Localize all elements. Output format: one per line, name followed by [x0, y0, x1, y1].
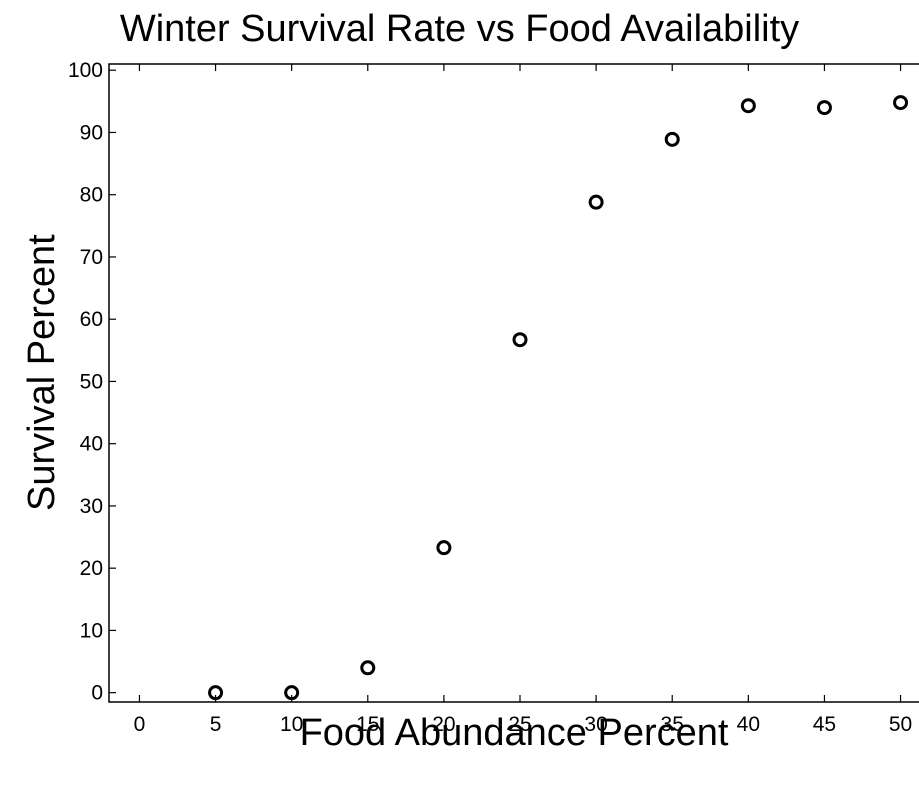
y-tick-label: 60 [80, 308, 103, 331]
y-tick-label: 80 [80, 184, 103, 207]
y-tick-label: 50 [80, 370, 103, 393]
y-tick-label: 30 [80, 495, 103, 518]
x-tick-label: 50 [889, 713, 912, 736]
data-point [208, 685, 224, 701]
data-point [740, 98, 756, 114]
x-tick-label: 30 [584, 713, 607, 736]
data-point [664, 131, 680, 147]
chart-title: Winter Survival Rate vs Food Availabilit… [119, 8, 800, 50]
data-point [436, 540, 452, 556]
y-tick-label: 20 [80, 557, 103, 580]
data-point [893, 95, 909, 111]
x-axis-label: Food Abundance Percent [299, 712, 729, 754]
axes-frame [108, 63, 919, 703]
x-tick-label: 35 [661, 713, 684, 736]
x-tick-label: 10 [280, 713, 303, 736]
data-point [284, 685, 300, 701]
x-tick-label: 5 [210, 713, 222, 736]
data-point [816, 100, 832, 116]
data-point [588, 194, 604, 210]
y-axis-label: Survival Percent [21, 234, 63, 511]
data-point [360, 660, 376, 676]
x-tick-label: 25 [508, 713, 531, 736]
x-tick-label: 40 [737, 713, 760, 736]
data-point [512, 332, 528, 348]
y-tick-label: 10 [80, 619, 103, 642]
x-tick-label: 45 [813, 713, 836, 736]
y-tick-label: 100 [68, 59, 103, 82]
y-tick-label: 0 [91, 682, 103, 705]
x-tick-label: 20 [432, 713, 455, 736]
y-tick-label: 70 [80, 246, 103, 269]
y-tick-label: 40 [80, 433, 103, 456]
y-tick-label: 90 [80, 121, 103, 144]
x-tick-label: 0 [134, 713, 146, 736]
x-tick-label: 15 [356, 713, 379, 736]
